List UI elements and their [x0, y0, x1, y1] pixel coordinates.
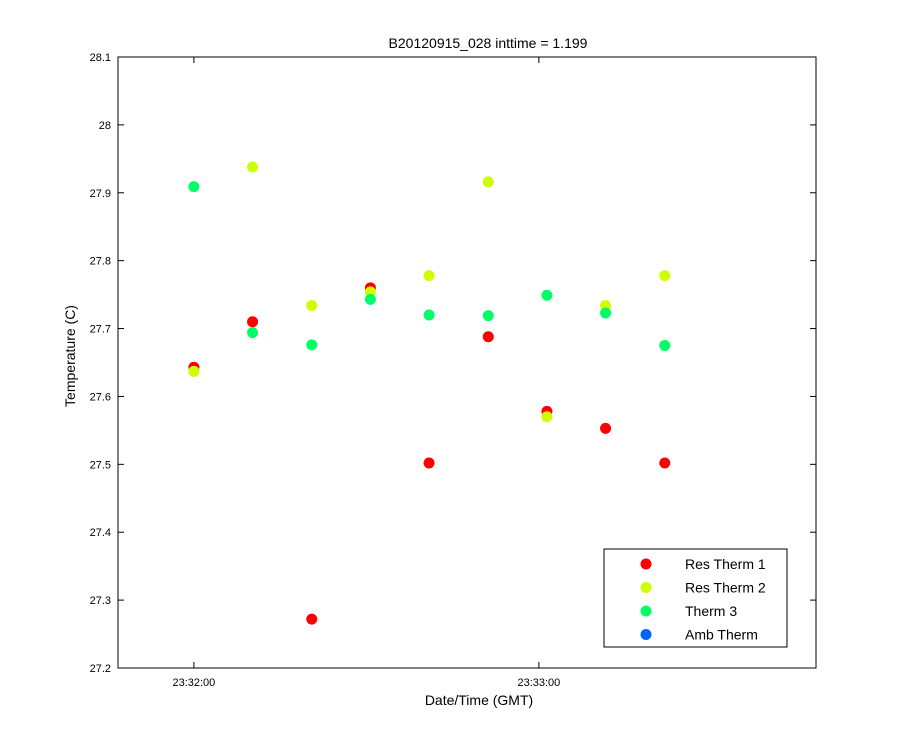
point-res-therm-1 [482, 331, 494, 343]
legend-label-amb-therm: Amb Therm [685, 627, 758, 643]
legend-marker-amb-therm [640, 629, 652, 640]
point-therm-3 [600, 307, 612, 319]
point-res-therm-2 [541, 411, 553, 423]
y-tick-label: 28.1 [90, 52, 111, 64]
point-res-therm-1 [247, 316, 259, 328]
y-tick-label: 27.4 [90, 527, 111, 539]
x-axis-label: Date/Time (GMT) [425, 692, 533, 708]
y-tick-label: 27.9 [90, 188, 111, 200]
legend-marker-therm-3 [640, 605, 652, 617]
y-tick-label: 27.5 [90, 459, 111, 471]
point-therm-3 [482, 310, 494, 322]
chart-title: B20120915_028 inttime = 1.199 [389, 35, 588, 51]
legend-box [603, 548, 788, 648]
y-axis-label: Temperature (C) [62, 305, 78, 407]
y-tick-label: 27.7 [90, 324, 111, 336]
point-res-therm-2 [423, 270, 435, 282]
y-tick-label: 27.6 [90, 391, 111, 403]
point-therm-3 [541, 289, 553, 301]
legend: Res Therm 1 Res Therm 2 Therm 3 Amb Therm [603, 548, 788, 648]
point-therm-3 [188, 181, 200, 193]
x-tick-label: 23:32:00 [172, 677, 215, 689]
y-tick-label: 27.8 [90, 256, 111, 268]
point-therm-3 [423, 309, 435, 321]
point-therm-3 [659, 340, 671, 352]
point-res-therm-1 [306, 613, 318, 625]
y-tick-label: 27.2 [90, 663, 111, 675]
point-res-therm-1 [659, 457, 671, 469]
y-tick-label: 27.3 [90, 595, 111, 607]
legend-marker-res-therm-2 [640, 582, 652, 593]
legend-label-therm-3: Therm 3 [685, 603, 737, 619]
point-res-therm-2 [188, 365, 200, 377]
point-res-therm-1 [423, 457, 435, 469]
point-res-therm-2 [306, 299, 318, 311]
point-res-therm-2 [482, 176, 494, 188]
point-therm-3 [247, 327, 259, 339]
point-therm-3 [306, 339, 318, 351]
point-res-therm-2 [247, 161, 259, 173]
axis-ticks: 27.2 27.3 27.4 27.5 27.6 27.7 27.8 27.9 28 28.1 23… [90, 52, 816, 689]
y-tick-label: 28 [99, 120, 111, 132]
point-therm-3 [364, 293, 376, 305]
data-points [188, 161, 671, 625]
point-res-therm-2 [659, 270, 671, 282]
legend-label-res-therm-2: Res Therm 2 [685, 580, 766, 596]
legend-label-res-therm-1: Res Therm 1 [685, 556, 766, 572]
legend-marker-res-therm-1 [640, 558, 652, 570]
point-res-therm-1 [600, 422, 612, 434]
x-tick-label: 23:33:00 [517, 677, 560, 689]
